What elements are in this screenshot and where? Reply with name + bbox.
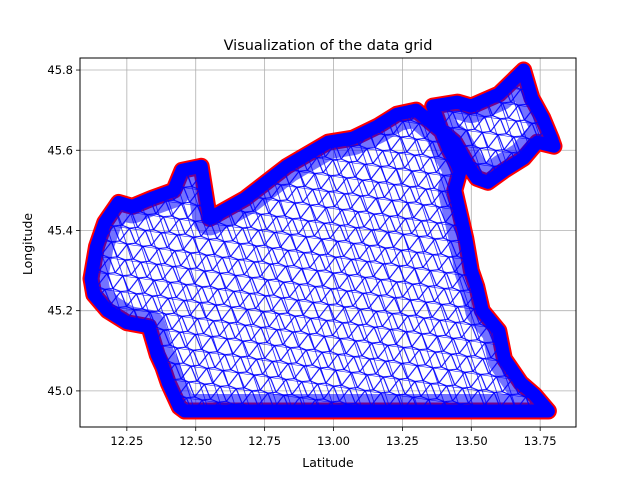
x-tick-label: 13.50 xyxy=(455,434,488,448)
y-tick-label: 45.8 xyxy=(47,63,73,77)
chart-title: Visualization of the data grid xyxy=(224,38,433,54)
x-tick-label: 13.00 xyxy=(317,434,350,448)
y-tick-label: 45.0 xyxy=(47,384,73,398)
x-tick-label: 13.75 xyxy=(524,434,557,448)
plot-area xyxy=(82,61,563,420)
axes-frame xyxy=(79,57,577,428)
x-tick-label: 13.25 xyxy=(386,434,419,448)
y-axis-label: Longitude xyxy=(20,213,35,275)
y-tick-label: 45.2 xyxy=(47,304,73,318)
x-axis-label: Latitude xyxy=(302,455,354,470)
axis-ticks: 12.25 12.50 12.75 13.00 13.25 13.50 13.75 45.0 4… xyxy=(47,63,556,448)
x-tick-label: 12.25 xyxy=(110,434,143,448)
x-tick-label: 12.50 xyxy=(179,434,212,448)
y-tick-label: 45.4 xyxy=(47,223,73,237)
y-tick-label: 45.6 xyxy=(47,143,73,157)
x-tick-label: 12.75 xyxy=(248,434,281,448)
